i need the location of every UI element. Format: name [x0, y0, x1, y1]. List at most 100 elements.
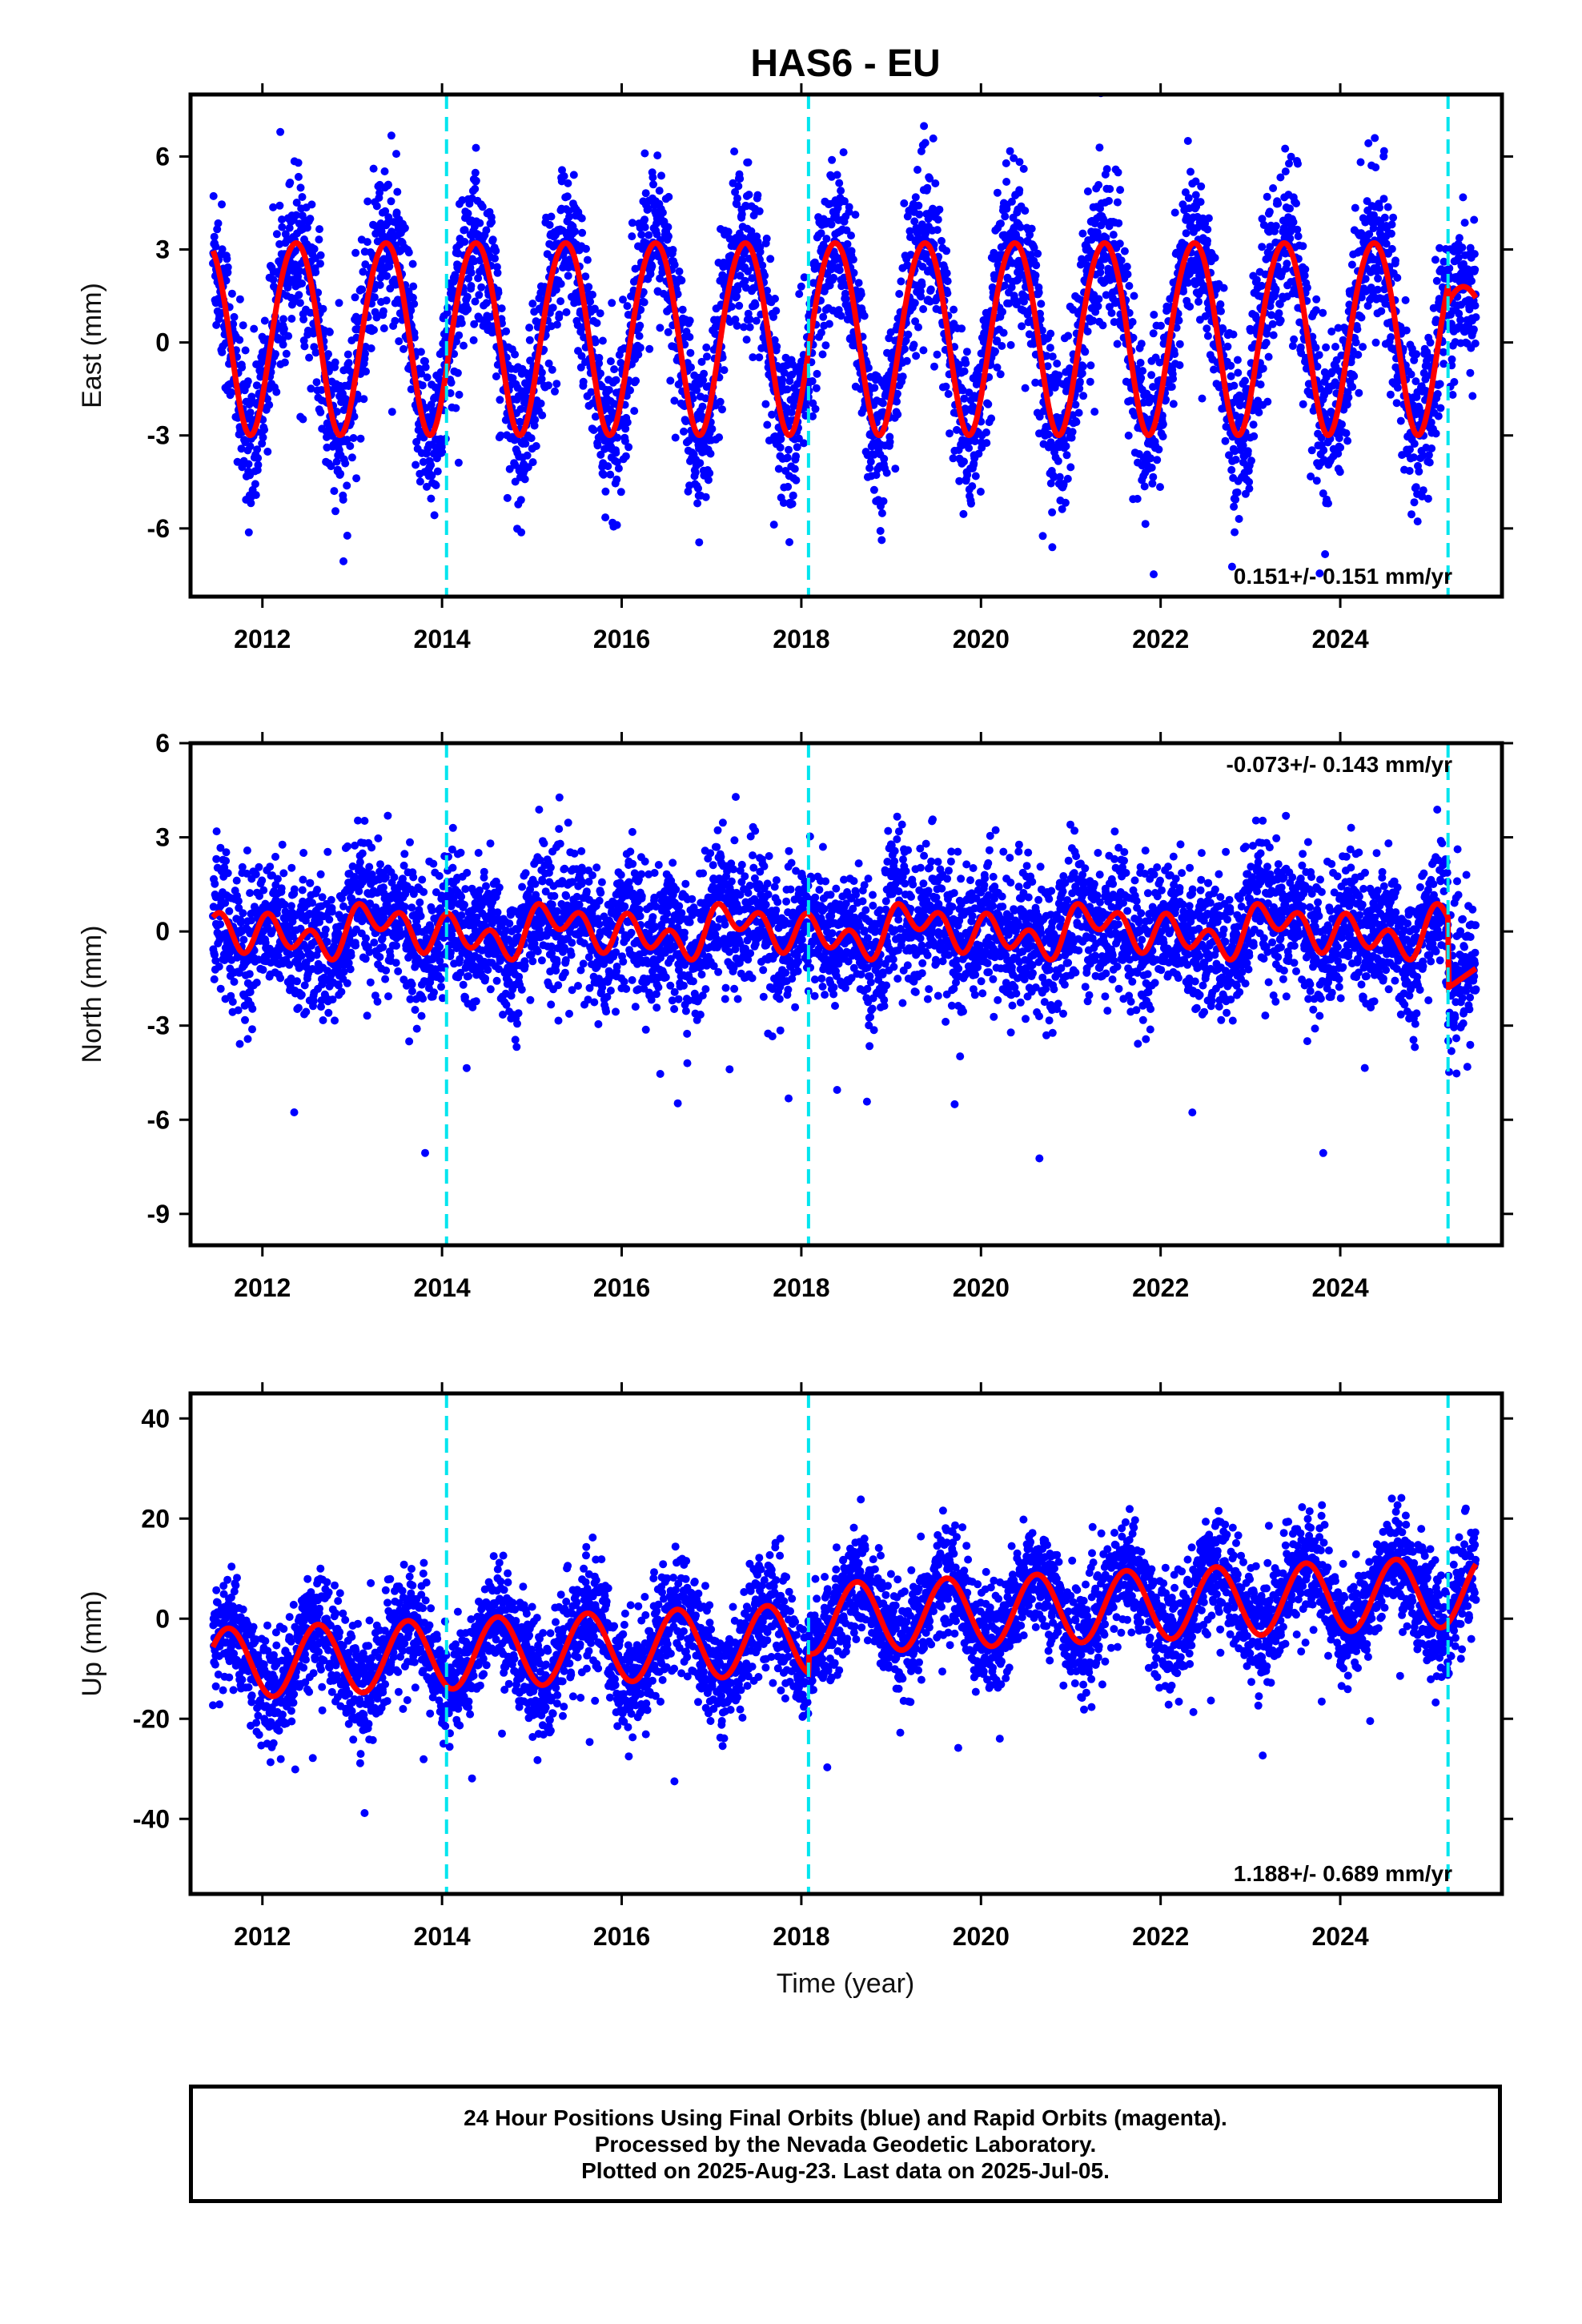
- data-point: [921, 85, 929, 93]
- data-point: [1010, 154, 1018, 163]
- data-point: [1373, 285, 1382, 294]
- data-point: [1138, 367, 1147, 376]
- data-point: [1286, 234, 1295, 243]
- data-point: [740, 323, 748, 332]
- data-point: [1034, 249, 1042, 258]
- data-point: [216, 984, 225, 993]
- data-point: [1149, 472, 1158, 481]
- data-point: [1174, 316, 1183, 325]
- data-point: [656, 324, 665, 332]
- data-point: [1046, 344, 1054, 352]
- data-point: [253, 445, 262, 454]
- data-point: [1083, 187, 1092, 195]
- data-point: [733, 200, 741, 208]
- data-point: [1439, 360, 1448, 368]
- data-point: [1350, 372, 1359, 380]
- data-point: [793, 443, 801, 452]
- data-point: [1294, 232, 1303, 240]
- data-point: [1086, 361, 1095, 370]
- data-point: [731, 316, 740, 324]
- data-point: [1427, 444, 1436, 452]
- data-point: [1380, 213, 1389, 222]
- data-point: [616, 488, 625, 497]
- data-point: [778, 375, 786, 384]
- data-point: [1436, 404, 1445, 412]
- data-point: [1186, 302, 1195, 311]
- data-point: [998, 308, 1006, 316]
- data-point: [1269, 184, 1278, 192]
- data-point: [737, 210, 746, 219]
- data-point: [1231, 495, 1240, 504]
- data-point: [469, 336, 478, 344]
- data-point: [528, 300, 537, 308]
- data-point: [218, 348, 227, 356]
- data-point: [797, 282, 805, 291]
- data-point: [664, 328, 673, 336]
- data-point: [696, 459, 705, 468]
- data-point: [588, 291, 596, 299]
- data-point: [233, 457, 242, 466]
- data-point: [464, 209, 472, 218]
- data-point: [904, 330, 913, 339]
- data-point: [343, 436, 351, 444]
- data-point: [556, 297, 565, 306]
- data-point: [933, 226, 942, 235]
- data-point: [1359, 343, 1367, 352]
- data-point: [1002, 159, 1010, 167]
- data-point: [1435, 380, 1444, 388]
- data-point: [593, 441, 602, 450]
- data-point: [359, 395, 368, 404]
- data-point: [356, 434, 365, 443]
- data-point: [327, 462, 335, 471]
- data-point: [1439, 257, 1448, 266]
- data-point: [1382, 239, 1391, 248]
- data-point: [272, 230, 281, 239]
- data-point: [789, 402, 798, 411]
- data-point: [623, 302, 632, 311]
- data-point: [311, 268, 320, 276]
- data-point: [531, 416, 540, 424]
- east-panel: 2012 2014 2016 2018 2020 2022 2024-6-3036East …: [77, 83, 1513, 653]
- data-point: [685, 316, 694, 325]
- data-point: [917, 220, 926, 229]
- data-point: [1258, 243, 1267, 251]
- data-point: [644, 231, 653, 239]
- data-point: [416, 477, 424, 486]
- data-point: [613, 433, 622, 442]
- data-point: [385, 262, 394, 271]
- data-point: [900, 344, 909, 353]
- data-point: [933, 350, 942, 359]
- data-point: [263, 448, 272, 456]
- data-point: [1078, 229, 1087, 238]
- data-point: [1387, 220, 1396, 229]
- data-point: [626, 386, 634, 395]
- data-point: [314, 288, 323, 297]
- data-point: [962, 348, 971, 356]
- data-point: [847, 247, 856, 255]
- data-point: [984, 400, 993, 408]
- data-point: [893, 389, 901, 398]
- data-point: [825, 320, 833, 328]
- data-point: [492, 263, 501, 271]
- data-point: [538, 411, 547, 420]
- data-point: [1271, 285, 1280, 294]
- data-point: [451, 271, 460, 279]
- data-point: [788, 370, 797, 379]
- data-point: [1406, 445, 1414, 454]
- data-point: [1000, 281, 1009, 290]
- data-point: [312, 378, 321, 387]
- data-point: [384, 180, 392, 189]
- data-point: [482, 299, 491, 308]
- data-point: [246, 442, 255, 451]
- data-point: [879, 497, 888, 505]
- data-point: [1423, 494, 1432, 503]
- data-point: [885, 437, 894, 446]
- data-point: [527, 434, 536, 443]
- data-point: [1258, 215, 1267, 223]
- data-point: [991, 347, 999, 356]
- data-point: [1158, 411, 1166, 420]
- data-point: [319, 304, 327, 313]
- data-point: [598, 336, 607, 345]
- data-point: [616, 359, 625, 367]
- data-point: [960, 457, 968, 466]
